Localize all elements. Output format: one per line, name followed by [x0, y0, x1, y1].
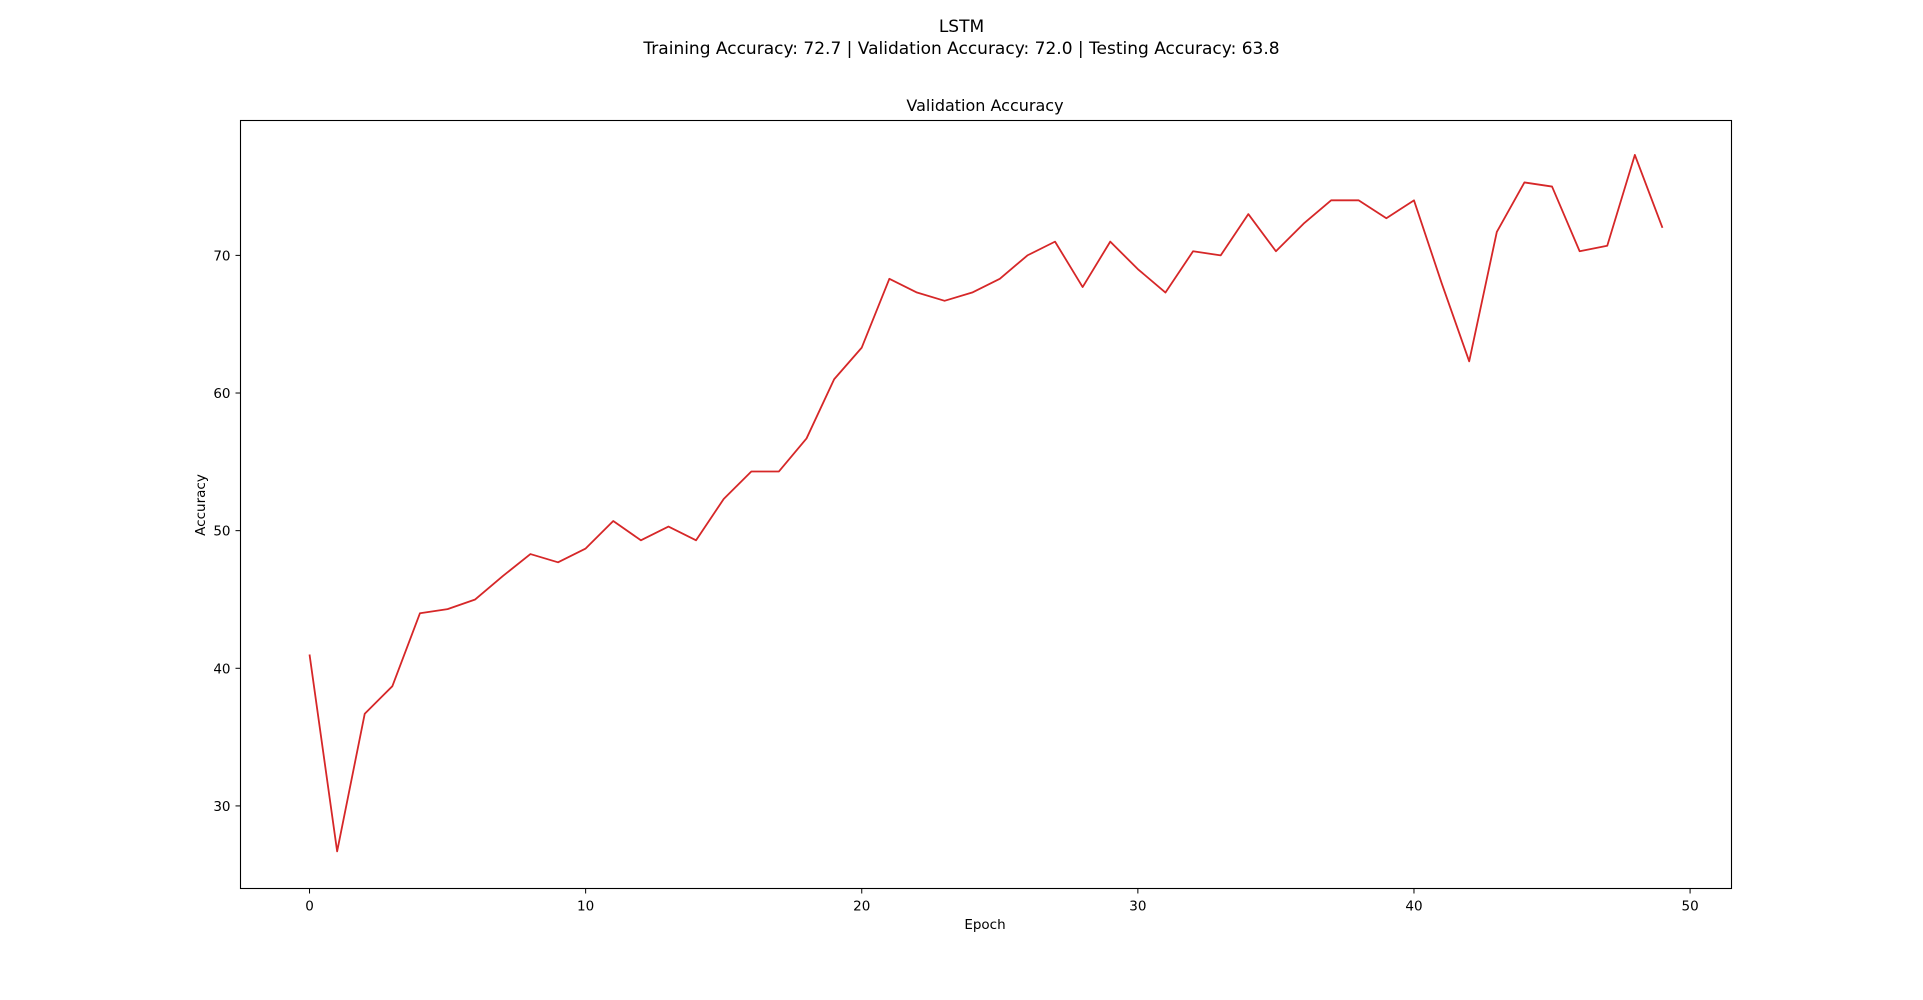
plot-area [308, 154, 1664, 853]
x-axis-label: Epoch [964, 917, 1005, 933]
x-axis: 0 10 20 30 40 50 [305, 888, 1699, 915]
x-tick-label: 40 [1405, 899, 1422, 915]
figure-subtitle: Training Accuracy: 72.7 | Validation Acc… [642, 39, 1279, 59]
y-tick-label: 70 [213, 248, 230, 264]
series-line-0 [308, 154, 1664, 853]
y-axis-label: Accuracy [193, 474, 209, 536]
y-tick-label: 30 [213, 799, 230, 815]
figure-title: LSTM [939, 17, 984, 37]
axes-frame [239, 119, 1733, 890]
x-tick-label: 20 [853, 899, 870, 915]
chart-title: Validation Accuracy [906, 96, 1063, 115]
x-tick-label: 50 [1681, 899, 1698, 915]
y-tick-label: 40 [213, 661, 230, 677]
x-tick-label: 0 [305, 899, 314, 915]
y-tick-label: 50 [213, 524, 230, 540]
y-tick-label: 60 [213, 386, 230, 402]
x-tick-label: 30 [1129, 899, 1146, 915]
y-axis: 30 40 50 60 70 [213, 248, 241, 815]
x-tick-label: 10 [577, 899, 594, 915]
